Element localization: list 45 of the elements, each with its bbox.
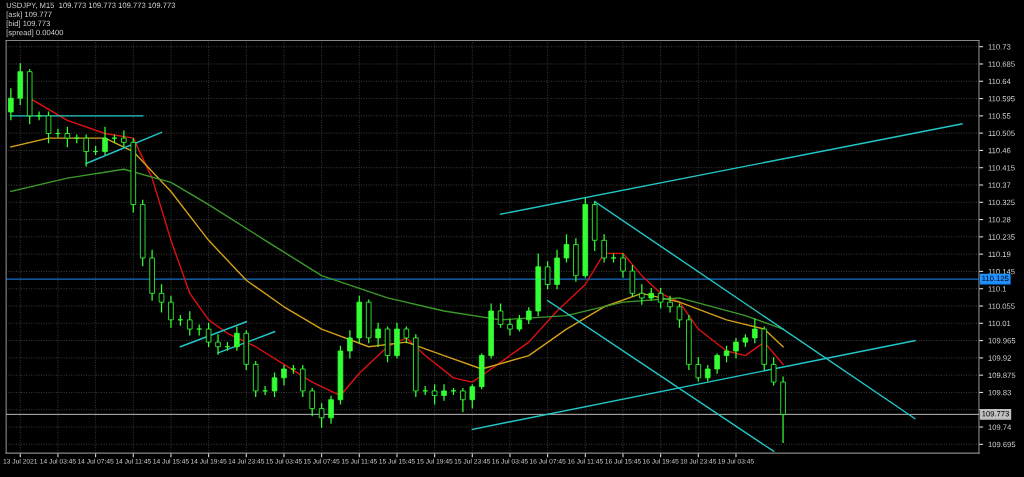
candlestick: [601, 234, 607, 263]
candlestick: [431, 384, 438, 405]
candlestick: [309, 387, 315, 417]
candlestick: [281, 364, 287, 386]
candlestick: [770, 357, 777, 386]
candlestick: [168, 295, 174, 328]
candlestick: [205, 322, 212, 347]
candlestick: [347, 330, 353, 359]
candlestick: [507, 318, 513, 336]
candlestick: [55, 128, 61, 138]
candlestick: [36, 111, 42, 121]
candlestick: [215, 334, 221, 355]
candlestick: [695, 357, 702, 382]
candlestick: [460, 387, 466, 413]
candlestick: [752, 318, 758, 344]
line-series: [10, 168, 784, 330]
candlestick: [121, 130, 127, 148]
candlestick: [563, 234, 570, 263]
candlestick: [497, 303, 504, 328]
candlestick: [300, 364, 306, 397]
candlestick: [714, 353, 720, 374]
candlestick: [620, 253, 626, 278]
candlestick: [102, 126, 108, 155]
candlestick: [328, 395, 334, 424]
candlestick: [676, 303, 683, 328]
candlestick: [45, 111, 52, 144]
candlestick: [187, 311, 193, 336]
candlestick: [667, 295, 673, 313]
candlestick: [271, 372, 278, 397]
candlestick: [64, 126, 71, 148]
candlestick: [8, 88, 14, 121]
candlestick: [469, 384, 476, 409]
candlestick: [639, 284, 645, 305]
candlestick: [83, 134, 89, 167]
candlestick: [158, 284, 165, 313]
candlestick: [657, 288, 664, 309]
line-series: [10, 137, 784, 370]
candlestick: [375, 322, 381, 347]
candlestick: [318, 403, 325, 428]
candlestick: [441, 384, 447, 401]
candlestick: [234, 326, 240, 351]
candlestick: [262, 386, 268, 395]
candlestick: [733, 338, 739, 359]
candlestick: [544, 261, 551, 290]
candlestick: [629, 265, 636, 298]
